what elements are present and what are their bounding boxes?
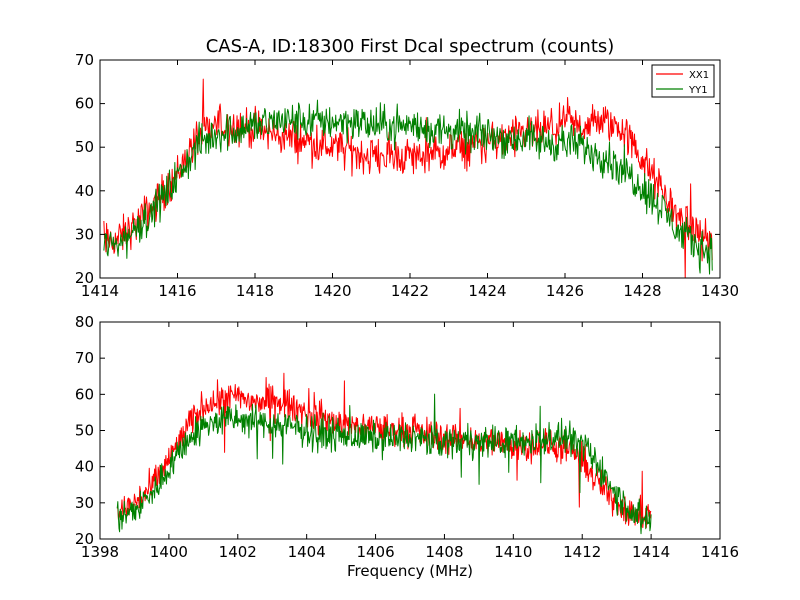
top-series-line-yy1 <box>103 99 713 275</box>
bottom-y-tick-label: 60 <box>75 385 94 403</box>
top-x-tick-label: 1430 <box>701 282 739 300</box>
top-x-tick-label: 1416 <box>158 282 196 300</box>
bottom-y-tick-label: 70 <box>75 349 94 367</box>
bottom-plot-area <box>116 372 652 535</box>
bottom-x-tick-label: 1412 <box>563 543 601 561</box>
top-x-tick-label: 1424 <box>468 282 506 300</box>
top-x-tick-label: 1414 <box>81 282 119 300</box>
top-legend: XX1 YY1 <box>651 64 715 98</box>
top-x-tick-label: 1422 <box>391 282 429 300</box>
bottom-axes: 1398 1400 1402 1404 1406 1408 1410 1412 1414 1416… <box>75 313 739 561</box>
legend-box <box>651 64 715 98</box>
x-axis-label: Frequency (MHz) <box>347 562 473 580</box>
bottom-x-tick-label: 1410 <box>494 543 532 561</box>
top-y-tick-label: 40 <box>75 182 94 200</box>
legend-label-yy1: YY1 <box>688 85 708 96</box>
bottom-x-tick-label: 1398 <box>81 543 119 561</box>
bottom-x-tick-label: 1402 <box>219 543 257 561</box>
bottom-x-tick-label: 1400 <box>150 543 188 561</box>
top-series-line-xx1 <box>103 78 713 278</box>
top-chart-panel: 1414 1416 1418 1420 1422 1424 1426 1428 1430 20 30… <box>75 51 739 300</box>
bottom-y-tick-label: 40 <box>75 458 94 476</box>
bottom-chart-panel: 1398 1400 1402 1404 1406 1408 1410 1412 1414 1416… <box>75 313 739 561</box>
legend-label-xx1: XX1 <box>689 70 709 81</box>
top-x-tick-label: 1418 <box>236 282 274 300</box>
bottom-x-tick-label: 1408 <box>425 543 463 561</box>
bottom-y-tick-label: 30 <box>75 494 94 512</box>
top-x-tick-label: 1428 <box>623 282 661 300</box>
bottom-x-tick-label: 1414 <box>632 543 670 561</box>
top-axes: 1414 1416 1418 1420 1422 1424 1426 1428 1430 20 30… <box>75 51 739 300</box>
top-y-tick-label: 70 <box>75 51 94 69</box>
top-plot-area <box>103 78 713 278</box>
bottom-x-tick-label: 1406 <box>356 543 394 561</box>
bottom-x-tick-label: 1404 <box>288 543 326 561</box>
top-y-tick-label: 30 <box>75 225 94 243</box>
chart-title: CAS-A, ID:18300 First Dcal spectrum (cou… <box>206 36 615 57</box>
bottom-series-line-green <box>116 393 652 535</box>
top-x-tick-label: 1426 <box>546 282 584 300</box>
top-y-tick-label: 60 <box>75 95 94 113</box>
bottom-y-tick-label: 50 <box>75 422 94 440</box>
top-x-tick-label: 1420 <box>313 282 351 300</box>
bottom-x-tick-label: 1416 <box>701 543 739 561</box>
top-y-tick-label: 20 <box>75 269 94 287</box>
bottom-y-tick-label: 80 <box>75 313 94 331</box>
bottom-series-line-red <box>116 372 652 529</box>
bottom-y-tick-label: 20 <box>75 530 94 548</box>
top-y-tick-label: 50 <box>75 138 94 156</box>
